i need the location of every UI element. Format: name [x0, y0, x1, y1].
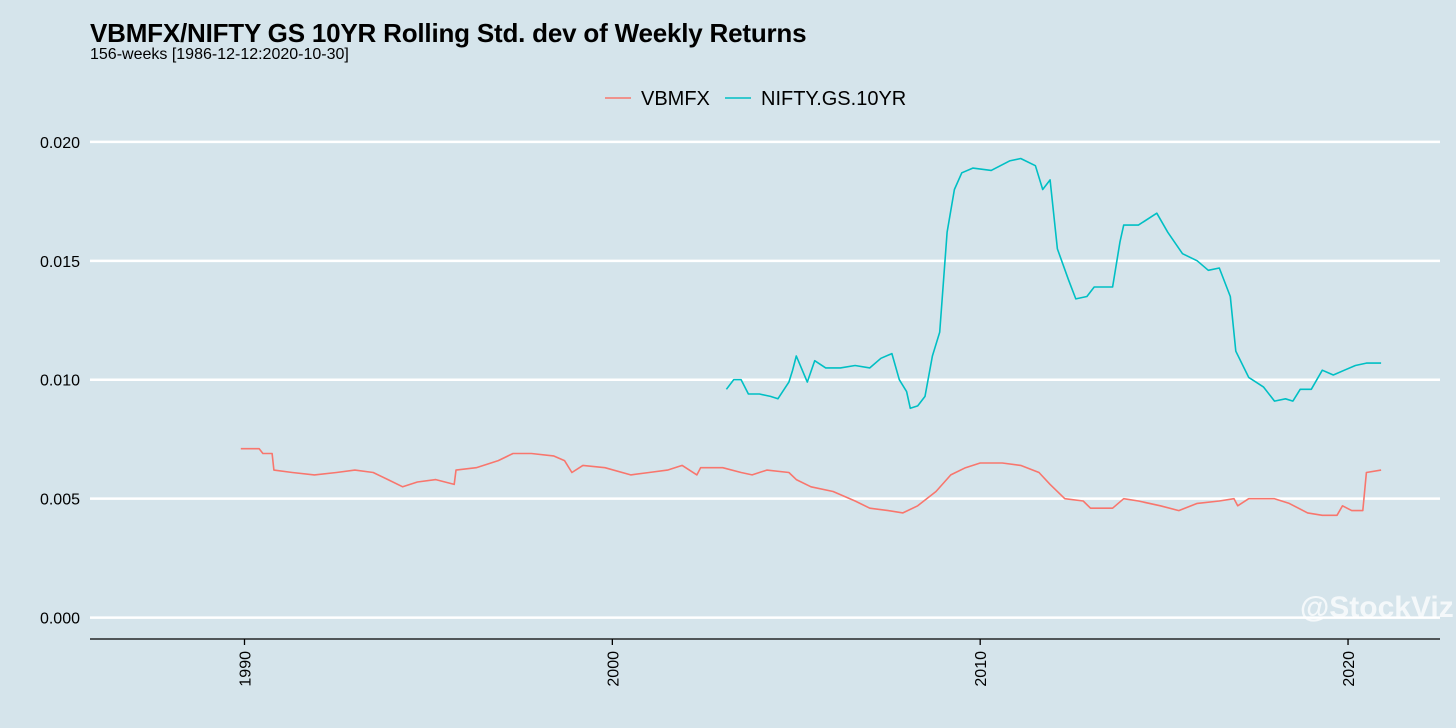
y-tick-label: 0.000 [40, 611, 80, 628]
chart-subtitle: 156-weeks [1986-12-12:2020-10-30] [90, 46, 349, 63]
series-layer [240, 157, 1382, 517]
legend-label: VBMFX [641, 88, 710, 110]
y-tick-label: 0.020 [40, 135, 80, 152]
series-line-nifty-gs-10yr [725, 157, 1382, 410]
x-tick-label: 1990 [237, 651, 254, 687]
x-tick-label: 2000 [605, 651, 622, 687]
chart-title: VBMFX/NIFTY GS 10YR Rolling Std. dev of … [90, 18, 807, 48]
x-tick-label: 2010 [973, 651, 990, 687]
series-line-vbmfx [240, 447, 1382, 517]
x-tick-label: 2020 [1341, 651, 1358, 687]
legend: VBMFX NIFTY.GS.10YR [605, 88, 906, 110]
y-tick-label: 0.005 [40, 492, 80, 509]
legend-label: NIFTY.GS.10YR [761, 88, 906, 110]
gridlines [90, 140, 1440, 619]
axes: 0.000 0.005 0.010 0.015 0.020 1990 2000 2010 202… [40, 135, 1440, 687]
y-tick-label: 0.010 [40, 373, 80, 390]
y-tick-label: 0.015 [40, 254, 80, 271]
watermark: @StockViz [1300, 591, 1454, 624]
